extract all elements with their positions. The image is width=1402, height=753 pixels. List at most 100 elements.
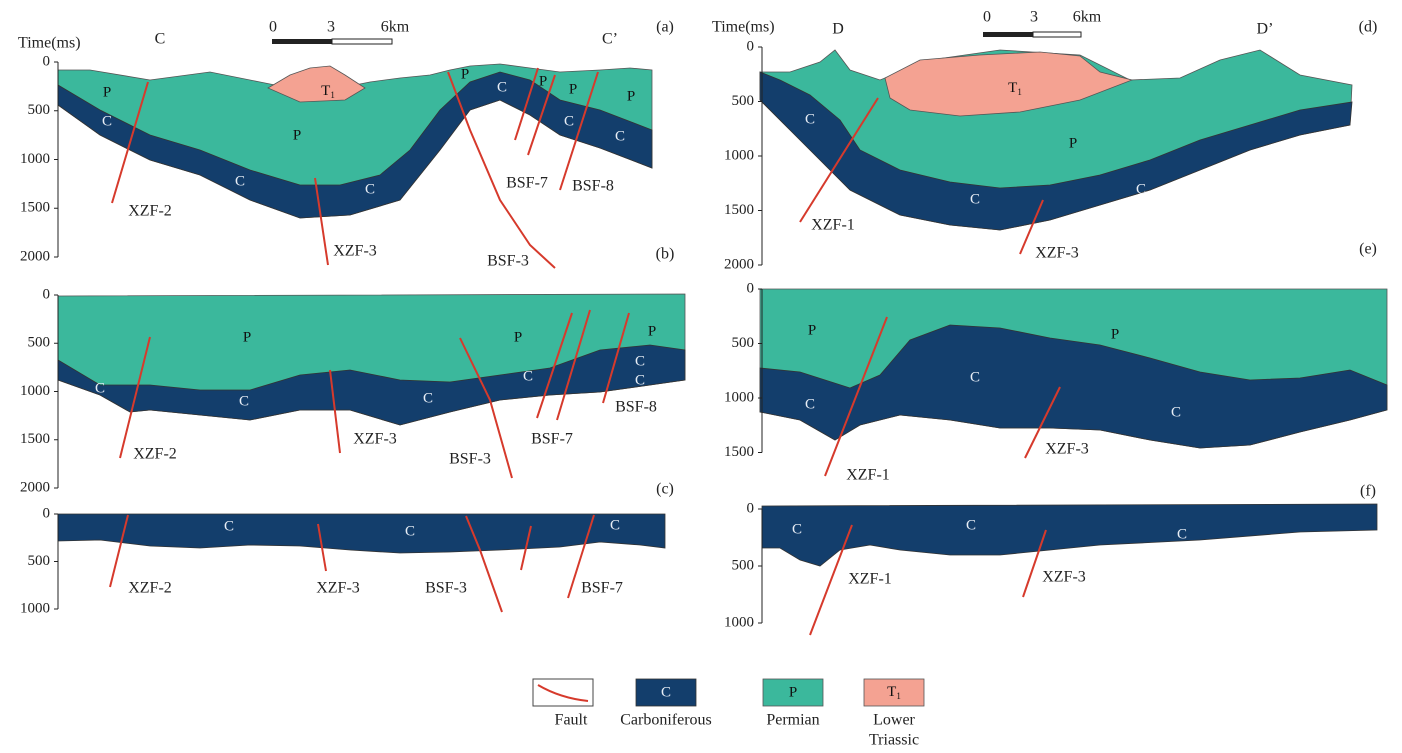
- fault-label: BSF-3: [425, 580, 467, 597]
- scale-label: 0: [983, 9, 991, 26]
- panel-label: (f): [1360, 483, 1376, 500]
- unit-label: P: [627, 88, 635, 104]
- unit-label: P: [648, 323, 656, 339]
- unit-label: C: [423, 390, 433, 406]
- scale-label: 3: [327, 19, 335, 36]
- unit-label-base: T: [321, 83, 330, 99]
- fault-label: BSF-8: [615, 399, 657, 416]
- section-d: [759, 49, 1353, 255]
- unit-label: P: [461, 66, 469, 82]
- tick-label: 0: [747, 280, 755, 296]
- tick-label: 500: [28, 553, 51, 569]
- tick-label: 2000: [724, 256, 754, 272]
- fault-label: XZF-3: [1042, 569, 1086, 586]
- axis-title: Time(ms): [18, 35, 81, 52]
- fault-label: BSF-7: [531, 431, 573, 448]
- unit-label: P: [539, 73, 547, 89]
- unit-label: C: [615, 128, 625, 144]
- unit-label: C: [564, 113, 574, 129]
- unit-label: C: [805, 396, 815, 412]
- fault-label: BSF-3: [487, 253, 529, 270]
- tick-label: 1500: [20, 431, 50, 447]
- tick-label: 1000: [724, 147, 754, 163]
- legend-label: Carboniferous: [620, 712, 712, 729]
- unit-label: C: [1177, 526, 1187, 542]
- unit-label: C: [635, 372, 645, 388]
- legend-label: Triassic: [869, 732, 919, 749]
- unit-label: C: [1136, 181, 1146, 197]
- tick-label: 0: [747, 500, 755, 516]
- faults: [809, 524, 1047, 636]
- tick-label: 1500: [724, 202, 754, 218]
- tick-label: 0: [43, 505, 51, 521]
- triassic-layer: [884, 51, 1134, 117]
- faults: [111, 67, 599, 269]
- scale-label: 0: [269, 19, 277, 36]
- unit-label: T1: [1008, 80, 1022, 97]
- fault-label: XZF-1: [811, 217, 855, 234]
- unit-label: C: [497, 79, 507, 95]
- unit-label: T1: [321, 83, 335, 100]
- unit-label: C: [224, 518, 234, 534]
- tick-label: 1000: [20, 151, 50, 167]
- fault-label: BSF-8: [572, 178, 614, 195]
- tick-label: 1500: [20, 200, 50, 216]
- scale-bar: [272, 31, 1082, 45]
- fault-label: XZF-3: [1045, 441, 1089, 458]
- legend-symbol: P: [789, 684, 797, 700]
- tick-label: 2000: [20, 248, 50, 264]
- unit-label: C: [792, 521, 802, 537]
- scale-label: 3: [1030, 9, 1038, 26]
- carboniferous-layer: [57, 513, 666, 554]
- unit-label: C: [102, 113, 112, 129]
- tick-label: 500: [732, 93, 755, 109]
- fault-label: XZF-1: [846, 467, 890, 484]
- panel-label: (c): [656, 481, 674, 498]
- tick-label: 0: [43, 53, 51, 69]
- panel-label: (a): [656, 19, 674, 36]
- unit-label-sub: 1: [330, 90, 335, 100]
- scale-label: 6km: [381, 19, 410, 36]
- tick-label: 2000: [20, 479, 50, 495]
- unit-label: P: [103, 84, 111, 100]
- legend-label: Lower: [873, 712, 915, 729]
- fault-label: XZF-1: [848, 571, 892, 588]
- unit-label: C: [235, 173, 245, 189]
- fault-label: BSF-7: [581, 580, 623, 597]
- unit-label-base: T: [1008, 80, 1017, 96]
- tick-label: 0: [747, 38, 755, 54]
- scale-label: 6km: [1073, 9, 1102, 26]
- fault-label: XZF-2: [133, 446, 177, 463]
- legend-label: Fault: [555, 712, 588, 729]
- section-f: [761, 503, 1378, 636]
- unit-label: C: [95, 380, 105, 396]
- axis-title: Time(ms): [712, 19, 775, 36]
- tick-label: 1000: [724, 614, 754, 630]
- unit-label: P: [569, 81, 577, 97]
- carboniferous-layer: [57, 344, 686, 426]
- section-c: [57, 513, 666, 613]
- legend-label: Permian: [766, 712, 819, 729]
- unit-label-sub: 1: [1017, 87, 1022, 97]
- unit-label: P: [293, 127, 301, 143]
- carboniferous-layer: [759, 324, 1388, 449]
- section-end-label: D: [832, 21, 844, 38]
- faults: [119, 309, 630, 479]
- fault-label: XZF-2: [128, 203, 172, 220]
- legend-symbol: T1: [887, 684, 901, 701]
- carboniferous-layer: [761, 503, 1378, 567]
- tick-label: 1000: [20, 600, 50, 616]
- tick-label: 1000: [20, 383, 50, 399]
- faults: [824, 316, 1061, 477]
- fault-label: XZF-3: [316, 580, 360, 597]
- section-end-label: D’: [1257, 21, 1274, 38]
- tick-label: 0: [43, 286, 51, 302]
- section-end-label: C’: [602, 31, 618, 48]
- tick-label: 1000: [724, 389, 754, 405]
- panel-label: (b): [656, 246, 675, 263]
- unit-label: C: [610, 517, 620, 533]
- unit-label: C: [1171, 404, 1181, 420]
- section-b: [57, 293, 686, 479]
- unit-label: C: [635, 353, 645, 369]
